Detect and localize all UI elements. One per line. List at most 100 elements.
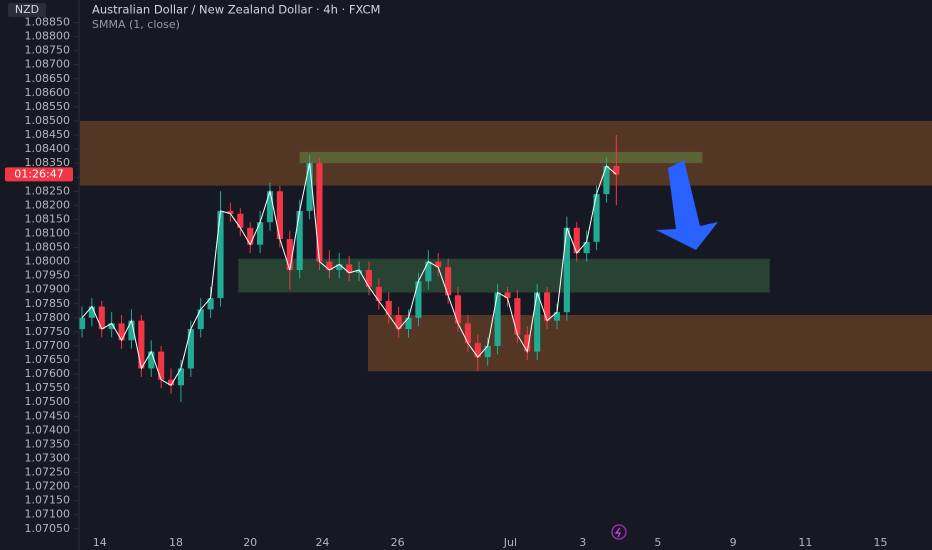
candle-body [108,323,115,330]
candle-body [375,286,382,301]
x-tick-label: 14 [93,536,107,549]
y-tick-label: 1.08250 [25,184,71,197]
y-tick-label: 1.07250 [25,466,71,479]
y-tick-label: 1.08450 [25,128,71,141]
candle-body [553,312,561,321]
candle-body [573,227,580,254]
candle-body [158,351,165,380]
candle-body [138,320,145,369]
candle-body [227,210,234,214]
y-tick-label: 1.07850 [25,297,71,310]
y-tick-label: 1.07500 [25,395,71,408]
y-tick-label: 1.08800 [25,30,71,43]
candle-body [88,306,95,318]
candle-body [603,165,610,195]
candle-body [276,191,283,240]
event-icon [611,524,627,540]
candle-body [247,227,254,245]
candle-body [207,298,214,310]
candle-body [405,317,412,330]
x-tick-label: 24 [315,536,329,549]
currency: NZD [15,3,39,16]
candle-body [534,292,541,352]
x-tick-label: 20 [243,536,257,549]
y-tick-label: 1.07050 [25,522,71,535]
down-arrow [656,160,718,250]
countdown: 01:26:47 [14,167,63,180]
y-tick-label: 1.07300 [25,451,71,464]
candle-body [78,317,86,330]
candle-body [316,163,323,262]
chart-title: Australian Dollar / New Zealand Dollar ·… [92,3,380,17]
x-tick-label: 15 [874,536,888,549]
y-tick-label: 1.08650 [25,72,71,85]
candle-body [365,270,373,287]
y-tick-label: 1.07200 [25,480,71,493]
y-tick-label: 1.08400 [25,142,71,155]
y-tick-label: 1.07700 [25,339,71,352]
plot [78,135,620,403]
price-axis-bg [0,0,79,550]
zone [238,258,770,293]
y-tick-label: 1.07450 [25,409,71,422]
candle-body [148,351,155,369]
y-tick-label: 1.08150 [25,212,71,225]
candle-body [484,345,491,358]
y-tick-label: 1.08500 [25,114,71,127]
candle-body [257,222,264,245]
candle-body [217,210,224,299]
candle-body [474,343,481,358]
y-tick-label: 1.07400 [25,423,71,436]
y-tick-label: 1.08600 [25,86,71,99]
y-tick-label: 1.07800 [25,311,71,324]
event-bolt [614,527,621,538]
y-tick-label: 1.07650 [25,353,71,366]
candle-body [355,270,363,273]
x-tick-label: 11 [798,536,812,549]
candle-body [296,210,303,270]
y-tick-label: 1.07150 [25,494,71,507]
candle-body [118,323,125,341]
candle-body [494,292,501,346]
x-tick-label: 3 [579,536,586,549]
candle-body [435,261,442,268]
candle-body [514,298,521,335]
candle-body [583,241,590,254]
indicator-label: SMMA (1, close) [92,18,180,31]
candle-body [266,191,274,223]
candle-body [336,264,343,270]
x-tick-label: 5 [654,536,661,549]
candle-body [385,300,392,315]
candle-body [445,267,452,296]
candle-body [128,320,135,341]
currency-box [8,3,46,17]
candle-body [395,315,402,330]
y-tick-label: 1.08700 [25,58,71,71]
zone [367,315,932,372]
candle-body [286,239,293,270]
y-tick-label: 1.08750 [25,44,71,57]
candle-body [306,163,313,211]
candle-body [167,379,175,386]
x-tick-label: 26 [391,536,405,549]
y-tick-label: 1.08000 [25,255,71,268]
y-tick-label: 1.08050 [25,241,71,254]
candle-body [504,292,511,299]
candle-body [524,334,531,352]
zones [80,120,932,372]
candle-body [197,309,204,330]
zone [299,151,703,164]
y-tick-label: 1.07600 [25,367,71,380]
candle-body [326,261,333,270]
candle-body [454,295,462,324]
candle-body [464,323,471,344]
candle-body [187,329,194,369]
candle-body [593,194,600,242]
candle-body [237,213,244,228]
y-tick-label: 1.07100 [25,508,71,521]
y-tick-label: 1.07950 [25,269,71,282]
y-tick-label: 1.07900 [25,283,71,296]
candle-body [563,227,570,313]
